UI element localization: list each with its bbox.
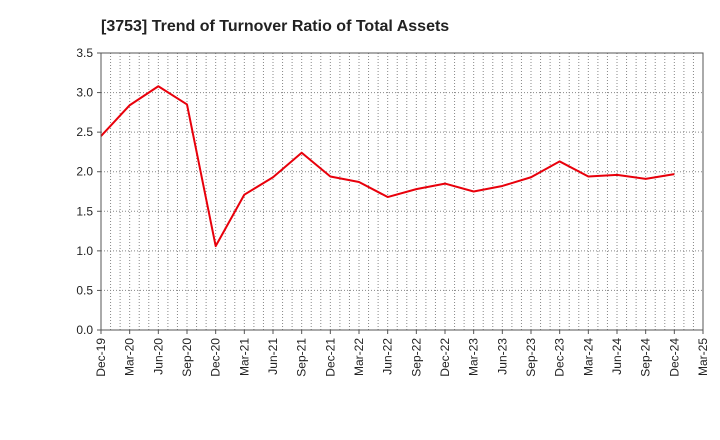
series-line: [100, 85, 675, 248]
y-tick-label: 1.5: [76, 204, 93, 218]
x-tick-label: Jun-23: [495, 338, 509, 375]
grid: [101, 53, 703, 330]
x-tick-label: Mar-21: [237, 338, 251, 376]
series-group: [100, 85, 675, 248]
y-tick-label: 0.5: [76, 283, 93, 297]
x-tick-label: Jun-24: [610, 338, 624, 375]
y-tick-label: 2.5: [76, 125, 93, 139]
x-tick-label: Sep-24: [639, 338, 653, 377]
x-tick-label: Sep-22: [409, 338, 423, 377]
x-tick-label: Dec-23: [553, 338, 567, 377]
x-tick-label: Sep-21: [295, 338, 309, 377]
x-tick-label: Mar-24: [581, 338, 595, 376]
x-tick-label: Dec-20: [209, 338, 223, 377]
x-tick-label: Sep-20: [180, 338, 194, 377]
x-tick-label: Dec-24: [667, 338, 681, 377]
x-tick-label: Mar-22: [352, 338, 366, 376]
y-tick-label: 1.0: [76, 244, 93, 258]
x-tick-label: Mar-23: [467, 338, 481, 376]
x-tick-label: Sep-23: [524, 338, 538, 377]
plot-frame: [100, 52, 704, 331]
x-tick-label: Dec-22: [438, 338, 452, 377]
x-tick-label: Jun-20: [151, 338, 165, 375]
x-tick-label: Mar-25: [696, 338, 710, 376]
x-tick-label: Dec-21: [323, 338, 337, 377]
y-tick-label: 3.5: [76, 46, 93, 60]
x-tick-label: Mar-20: [123, 338, 137, 376]
x-tick-label: Jun-22: [381, 338, 395, 375]
y-tick-label: 3.0: [76, 86, 93, 100]
x-tick-label: Jun-21: [266, 338, 280, 375]
y-tick-label: 2.0: [76, 165, 93, 179]
chart-title: [3753] Trend of Turnover Ratio of Total …: [101, 18, 449, 35]
x-tick-label: Dec-19: [94, 338, 108, 377]
x-axis: Dec-19 Mar-20 Jun-20 Sep-20 Dec-20 Mar-21 Jun-…: [94, 330, 710, 377]
y-tick-label: 0.0: [76, 323, 93, 337]
y-axis: 0.0 0.5 1.0 1.5 2.0 2.5 3.0 3.5: [76, 46, 101, 337]
